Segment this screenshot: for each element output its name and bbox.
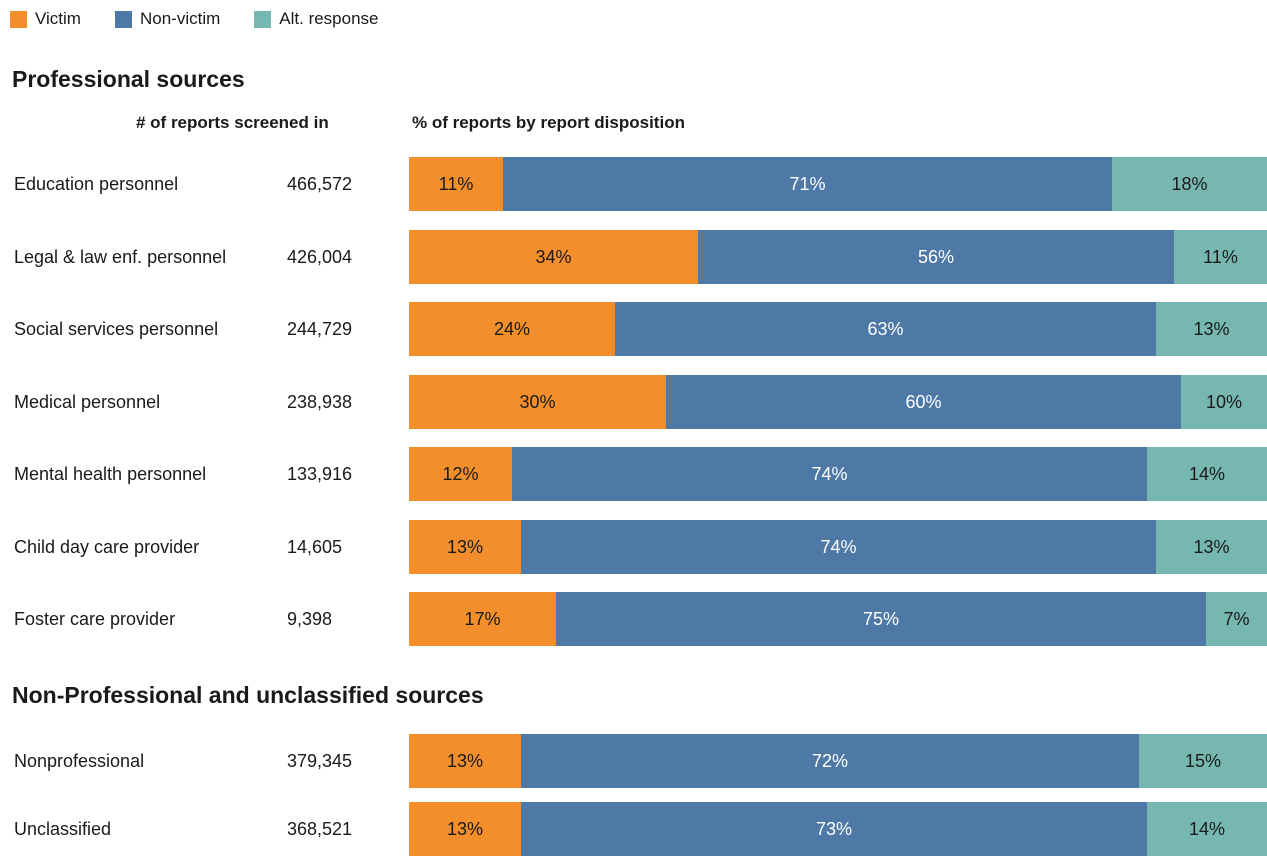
data-label: 15% — [1184, 750, 1222, 771]
bar-segment-alt: 11% — [1174, 230, 1267, 284]
data-label: 74% — [811, 463, 848, 484]
category-label: Education personnel — [14, 174, 179, 194]
report-count: 379,345 — [287, 751, 353, 771]
data-label: 63% — [867, 318, 904, 339]
data-label: 12% — [442, 463, 479, 484]
data-label: 11% — [438, 173, 474, 194]
stacked-bar: 11% 71% 18% — [409, 157, 1267, 211]
data-label: 72% — [811, 750, 849, 771]
bar-segment-nonvictim: 60% — [666, 375, 1181, 429]
report-count: 14,605 — [287, 537, 343, 557]
data-label: 14% — [1188, 818, 1226, 839]
data-label: 13% — [446, 750, 484, 771]
stacked-bar: 13% 72% 15% — [409, 734, 1267, 788]
percent-column-header: % of reports by report disposition — [412, 113, 685, 132]
category-label: Legal & law enf. personnel — [14, 247, 227, 267]
category-label: Child day care provider — [14, 537, 200, 557]
bar-segment-alt: 14% — [1147, 447, 1267, 501]
legend-swatch-victim — [10, 10, 27, 28]
stacked-bar: 30% 60% 10% — [409, 375, 1267, 429]
count-column-header: # of reports screened in — [136, 113, 329, 132]
data-label: 11% — [1203, 246, 1238, 267]
data-label: 74% — [820, 536, 857, 557]
data-label: 30% — [519, 391, 556, 412]
category-label: Medical personnel — [14, 392, 161, 412]
legend-label-alt: Alt. response — [279, 9, 379, 28]
section-title: Non-Professional and unclassified source… — [12, 682, 484, 708]
bar-segment-victim: 24% — [409, 302, 615, 356]
legend-label-nonvictim: Non-victim — [139, 9, 221, 28]
data-label: 17% — [464, 608, 501, 629]
bar-segment-victim: 13% — [409, 734, 521, 788]
bar-segment-nonvictim: 74% — [521, 520, 1156, 574]
category-label: Nonprofessional — [14, 751, 145, 771]
bar-segment-nonvictim: 75% — [556, 592, 1206, 646]
data-label: 13% — [1193, 318, 1230, 339]
category-label: Social services personnel — [14, 319, 219, 339]
bar-segment-nonvictim: 74% — [512, 447, 1147, 501]
legend-item-nonvictim: Non-victim — [114, 9, 221, 29]
data-label: 14% — [1188, 463, 1226, 484]
data-label: 7% — [1223, 608, 1250, 629]
legend-item-alt: Alt. response — [254, 9, 379, 29]
bar-segment-alt: 18% — [1112, 157, 1267, 211]
data-label: 18% — [1171, 173, 1208, 194]
category-label: Mental health personnel — [14, 464, 207, 484]
data-label: 34% — [535, 246, 572, 267]
bar-segment-victim: 13% — [409, 802, 521, 856]
data-label: 13% — [1193, 536, 1230, 557]
report-count: 133,916 — [287, 464, 353, 484]
category-label: Foster care provider — [14, 609, 176, 629]
stacked-bar: 13% 73% 14% — [409, 802, 1267, 856]
data-label: 75% — [862, 608, 900, 629]
section-title: Professional sources — [12, 66, 245, 92]
data-label: 73% — [815, 818, 853, 839]
legend: Victim Non-victim Alt. response — [10, 8, 413, 30]
data-label: 13% — [446, 818, 484, 839]
data-label: 56% — [917, 246, 955, 267]
report-count: 9,398 — [287, 609, 333, 629]
data-label: 13% — [446, 536, 484, 557]
stacked-bar: 17% 75% 7% — [409, 592, 1267, 646]
bar-segment-victim: 11% — [409, 157, 503, 211]
legend-item-victim: Victim — [10, 9, 81, 29]
data-label: 24% — [493, 318, 531, 339]
stacked-bar: 12% 74% 14% — [409, 447, 1267, 501]
data-label: 71% — [789, 173, 826, 194]
stacked-bar: 24% 63% 13% — [409, 302, 1267, 356]
report-count: 244,729 — [287, 319, 353, 339]
report-count: 368,521 — [287, 819, 353, 839]
bar-segment-victim: 13% — [409, 520, 521, 574]
bar-segment-victim: 34% — [409, 230, 698, 284]
bar-segment-nonvictim: 56% — [698, 230, 1174, 284]
bar-segment-victim: 12% — [409, 447, 512, 501]
bar-segment-victim: 30% — [409, 375, 666, 429]
legend-swatch-alt — [254, 10, 272, 28]
bar-segment-alt: 13% — [1156, 520, 1267, 574]
report-count: 426,004 — [287, 247, 353, 267]
stacked-bar: 34% 56% 11% — [409, 230, 1267, 284]
legend-label-victim: Victim — [35, 9, 81, 28]
report-count: 238,938 — [287, 392, 353, 412]
bar-segment-alt: 14% — [1147, 802, 1267, 856]
bar-segment-nonvictim: 71% — [503, 157, 1112, 211]
bar-segment-alt: 10% — [1181, 375, 1267, 429]
stacked-bar: 13% 74% 13% — [409, 520, 1267, 574]
bar-segment-nonvictim: 63% — [615, 302, 1156, 356]
bar-segment-nonvictim: 72% — [521, 734, 1139, 788]
data-label: 10% — [1205, 391, 1243, 412]
bar-segment-nonvictim: 73% — [521, 802, 1147, 856]
bar-segment-alt: 7% — [1206, 592, 1267, 646]
bar-segment-alt: 13% — [1156, 302, 1267, 356]
category-label: Unclassified — [14, 819, 112, 839]
bar-segment-alt: 15% — [1139, 734, 1267, 788]
bar-segment-victim: 17% — [409, 592, 556, 646]
report-count: 466,572 — [287, 174, 353, 194]
legend-swatch-nonvictim — [114, 10, 132, 28]
data-label: 60% — [905, 391, 942, 412]
